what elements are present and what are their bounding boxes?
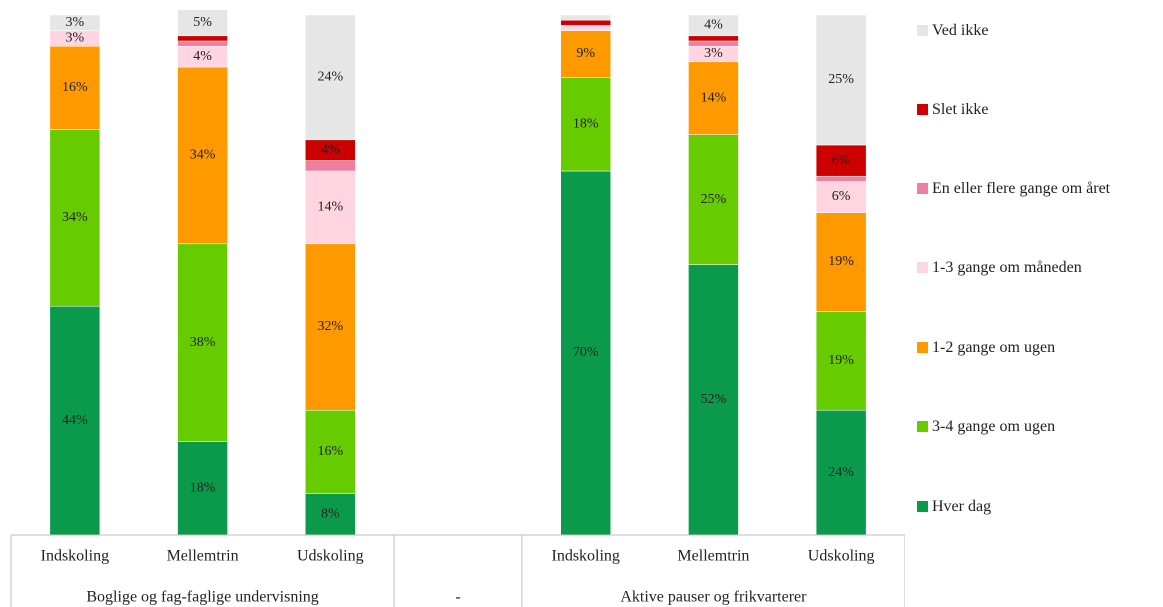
data-label: 24% (317, 70, 343, 85)
bar-segment (305, 14, 356, 141)
bar-segment (177, 243, 228, 442)
data-label: 25% (701, 192, 727, 207)
data-label: 34% (190, 148, 216, 163)
x-tick-label: Indskoling (551, 548, 619, 565)
legend-item: 3-4 gange om ugen (917, 418, 1157, 436)
bar-segment (560, 30, 611, 78)
legend-swatch (917, 262, 928, 273)
group-label: Aktive pauser og frikvarterer (620, 589, 807, 606)
data-label: 6% (832, 153, 851, 168)
legend-label: En eller flere gange om året (932, 180, 1111, 197)
legend-swatch (917, 183, 928, 194)
legend-label: 1-3 gange om måneden (932, 259, 1082, 276)
legend-label: 1-2 gange om ugen (932, 339, 1056, 356)
bar-segment (560, 19, 611, 26)
chart: Indskoling44%34%16%3%3%Mellemtrin18%38%3… (10, 9, 905, 607)
x-tick-label: Udskoling (808, 548, 875, 565)
bar-segment (815, 409, 867, 536)
bar-segment (688, 61, 739, 135)
data-label: 70% (573, 345, 599, 360)
bar-segment (688, 14, 739, 37)
data-label: 38% (190, 335, 216, 350)
bar-segment (305, 493, 356, 536)
bar-segment (177, 40, 228, 47)
bar-segment (49, 305, 101, 536)
data-label: 14% (701, 90, 727, 105)
legend-label: Slet ikke (932, 101, 989, 118)
data-label: 24% (828, 465, 854, 480)
bar-segment (688, 40, 739, 47)
bar-segment (560, 14, 611, 21)
legend-item: En eller flere gange om året (917, 180, 1157, 198)
data-label: 8% (321, 506, 340, 521)
data-label: 4% (321, 142, 340, 157)
data-label: 3% (66, 15, 85, 30)
x-tick-label: Mellemtrin (677, 548, 749, 565)
data-label: 32% (317, 319, 343, 334)
legend-swatch (917, 104, 928, 115)
bar-segment (49, 129, 101, 307)
x-tick-label: Udskoling (297, 548, 364, 565)
legend-swatch (917, 342, 928, 353)
legend-item: 1-3 gange om måneden (917, 259, 1157, 277)
group-label: - (455, 589, 460, 606)
bar-segment (177, 35, 228, 42)
data-label: 16% (62, 80, 88, 95)
bar-segment (305, 160, 356, 172)
data-label: 52% (701, 392, 727, 407)
legend-swatch (917, 421, 928, 432)
data-label: 4% (193, 49, 212, 64)
legend-item: 1-2 gange om ugen (917, 339, 1157, 357)
bar-segment (560, 170, 611, 536)
data-label: 19% (828, 254, 854, 269)
bar-segment (177, 66, 228, 245)
legend-label: Hver dag (932, 498, 992, 515)
bar-segment (49, 14, 101, 31)
bar-segment (688, 35, 739, 42)
legend-label: 3-4 gange om ugen (932, 418, 1056, 435)
bar-segment (815, 14, 867, 146)
data-label: 3% (704, 46, 723, 61)
data-label: 34% (62, 210, 88, 225)
group-label: Boglige og fag-faglige undervisning (86, 589, 318, 606)
data-label: 9% (576, 46, 595, 61)
bar-segment (815, 144, 867, 177)
bar-segment (688, 134, 739, 265)
bar-segment (305, 409, 356, 494)
data-label: 14% (317, 200, 343, 215)
legend-swatch (917, 501, 928, 512)
legend-item: Ved ikke (917, 22, 1157, 40)
bar-segment (560, 25, 611, 31)
bar-segment (305, 243, 356, 411)
bar-segment (815, 181, 867, 213)
data-label: 44% (62, 413, 88, 428)
bar-segment (815, 175, 867, 182)
data-label: 6% (832, 189, 851, 204)
legend-label: Ved ikke (932, 22, 989, 39)
data-label: 18% (573, 116, 599, 131)
x-tick-label: Indskoling (41, 548, 109, 565)
bar-segment (815, 212, 867, 312)
data-label: 4% (704, 18, 723, 33)
bar-segment (688, 264, 739, 536)
data-label: 3% (66, 31, 85, 46)
data-label: 5% (193, 15, 212, 30)
data-label: 16% (317, 444, 343, 459)
data-label: 25% (828, 72, 854, 87)
bar-segment (177, 9, 228, 37)
bar-segment (815, 311, 867, 411)
bar-segment (560, 77, 611, 172)
legend-item: Slet ikke (917, 101, 1157, 119)
legend-swatch (917, 25, 928, 36)
x-tick-label: Mellemtrin (167, 548, 239, 565)
legend-item: Hver dag (917, 498, 1157, 516)
data-label: 18% (190, 480, 216, 495)
data-label: 19% (828, 353, 854, 368)
